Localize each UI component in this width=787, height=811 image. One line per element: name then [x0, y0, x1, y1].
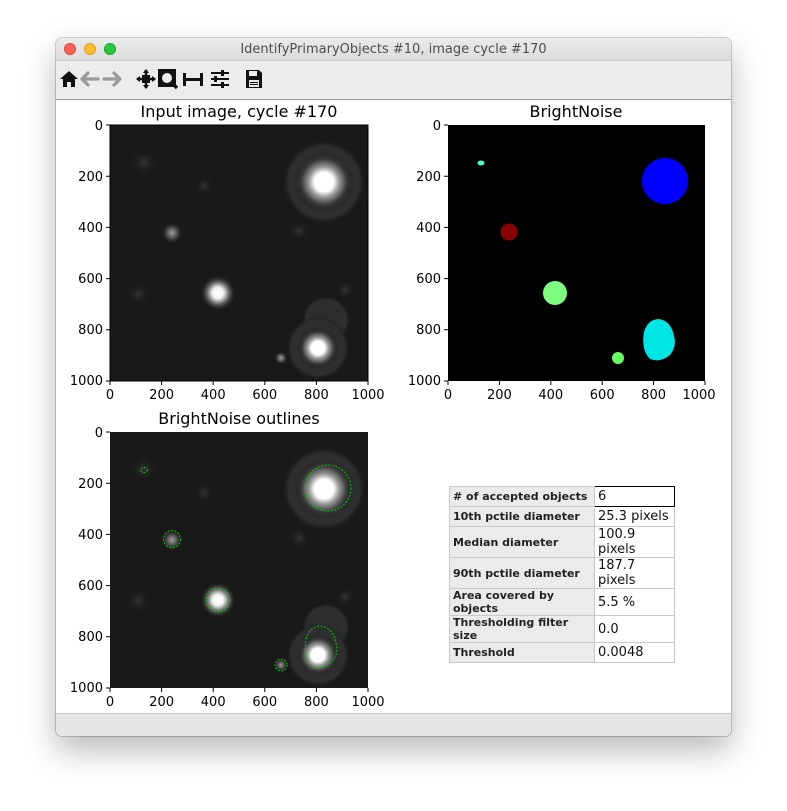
stat-label: Thresholding filter size	[449, 615, 595, 643]
outlines-ytick: 200	[78, 477, 103, 492]
stat-value[interactable]: 0.0048	[594, 642, 675, 663]
figure-svg: Input image, cycle #170 0	[70, 102, 716, 710]
input-xtick: 1000	[351, 388, 384, 403]
input-image	[110, 125, 368, 381]
stat-value[interactable]: 5.5 %	[594, 588, 675, 616]
outlines-ytick: 600	[78, 579, 103, 594]
table-row: # of accepted objects 6	[449, 486, 675, 507]
outlines-ytick: 0	[95, 426, 103, 441]
outlines-xtick: 600	[252, 695, 277, 710]
object-1	[642, 158, 688, 204]
labels-xtick: 200	[487, 388, 512, 403]
table-row: 90th pctile diameter 187.7 pixels	[449, 557, 675, 589]
outlines-ytick: 1000	[70, 681, 103, 696]
input-ytick: 200	[78, 170, 103, 185]
input-axis-ticks: 0 200 400 600 800 1000 0 200 400 600 800…	[70, 119, 385, 403]
table-row: Area covered by objects 5.5 %	[449, 588, 675, 616]
status-bar	[56, 713, 731, 736]
stat-label: Median diameter	[449, 526, 595, 558]
labels-axis-ticks: 0 200 400 600 800 1000 0 200 400 600 800…	[408, 119, 716, 403]
back-icon[interactable]	[79, 68, 101, 90]
stat-label: 90th pctile diameter	[449, 557, 595, 589]
stat-label: Threshold	[449, 642, 595, 663]
object-6	[477, 160, 485, 166]
object-4	[500, 223, 518, 241]
zoom-icon[interactable]	[157, 68, 179, 90]
labels-xtick: 800	[641, 388, 666, 403]
subplots-icon[interactable]	[182, 68, 204, 90]
minimize-button[interactable]	[84, 43, 96, 55]
labels-xtick: 600	[590, 388, 615, 403]
labels-ytick: 800	[416, 323, 441, 338]
table-row: Thresholding filter size 0.0	[449, 615, 675, 643]
labels-xtick: 400	[538, 388, 563, 403]
labels-ytick: 200	[416, 170, 441, 185]
outlines-xtick: 400	[201, 695, 226, 710]
input-ytick: 400	[78, 221, 103, 236]
stat-value[interactable]: 187.7 pixels	[594, 557, 675, 589]
title-bar: IdentifyPrimaryObjects #10, image cycle …	[56, 38, 731, 61]
input-xtick: 400	[201, 388, 226, 403]
object-3	[543, 281, 567, 305]
object-2	[643, 319, 675, 361]
configure-icon[interactable]	[209, 68, 231, 90]
outlines-ytick: 800	[78, 630, 103, 645]
measurements-table: # of accepted objects 6 10th pctile diam…	[449, 486, 675, 663]
labels-ytick: 1000	[408, 374, 441, 389]
input-ytick: 800	[78, 323, 103, 338]
outlines-xtick: 0	[106, 695, 114, 710]
stat-label: Area covered by objects	[449, 588, 595, 616]
figure-window: IdentifyPrimaryObjects #10, image cycle …	[56, 38, 731, 736]
pan-icon[interactable]	[135, 68, 157, 90]
object-outlines	[140, 464, 352, 672]
home-icon[interactable]	[58, 68, 80, 90]
maximize-button[interactable]	[104, 43, 116, 55]
close-button[interactable]	[64, 43, 76, 55]
labels-xtick: 0	[444, 388, 452, 403]
outlines-xtick: 800	[304, 695, 329, 710]
outlines-image-title: BrightNoise outlines	[158, 409, 319, 428]
input-xtick: 800	[304, 388, 329, 403]
table-row: Threshold 0.0048	[449, 642, 675, 663]
outlines-axis-ticks: 0 200 400 600 800 1000 0 200 400 600 800…	[70, 426, 385, 710]
input-ytick: 600	[78, 272, 103, 287]
window-title: IdentifyPrimaryObjects #10, image cycle …	[240, 42, 547, 57]
labels-image	[448, 125, 705, 381]
outlines-ytick: 400	[78, 528, 103, 543]
input-image-title: Input image, cycle #170	[141, 102, 338, 121]
stat-value[interactable]: 25.3 pixels	[594, 506, 675, 527]
stat-value[interactable]: 6	[594, 486, 675, 507]
input-xtick: 200	[149, 388, 174, 403]
labels-image-title: BrightNoise	[530, 102, 623, 121]
labels-ytick: 600	[416, 272, 441, 287]
object-5	[612, 352, 624, 364]
stat-value[interactable]: 100.9 pixels	[594, 526, 675, 558]
input-xtick: 0	[106, 388, 114, 403]
input-ytick: 0	[95, 119, 103, 134]
toolbar	[56, 61, 731, 100]
input-axes-frame	[109, 124, 369, 382]
table-row: 10th pctile diameter 25.3 pixels	[449, 506, 675, 527]
forward-icon[interactable]	[101, 68, 123, 90]
input-xtick: 600	[252, 388, 277, 403]
outlines-xtick: 200	[149, 695, 174, 710]
outlines-image	[110, 432, 368, 688]
labels-ytick: 400	[416, 221, 441, 236]
input-ytick: 1000	[70, 374, 103, 389]
plot-canvas: Input image, cycle #170 0	[56, 100, 731, 713]
stat-label: # of accepted objects	[449, 486, 595, 507]
table-row: Median diameter 100.9 pixels	[449, 526, 675, 558]
save-icon[interactable]	[243, 68, 265, 90]
labels-ytick: 0	[433, 119, 441, 134]
stat-label: 10th pctile diameter	[449, 506, 595, 527]
outlines-xtick: 1000	[351, 695, 384, 710]
stat-value[interactable]: 0.0	[594, 615, 675, 643]
labels-xtick: 1000	[682, 388, 715, 403]
